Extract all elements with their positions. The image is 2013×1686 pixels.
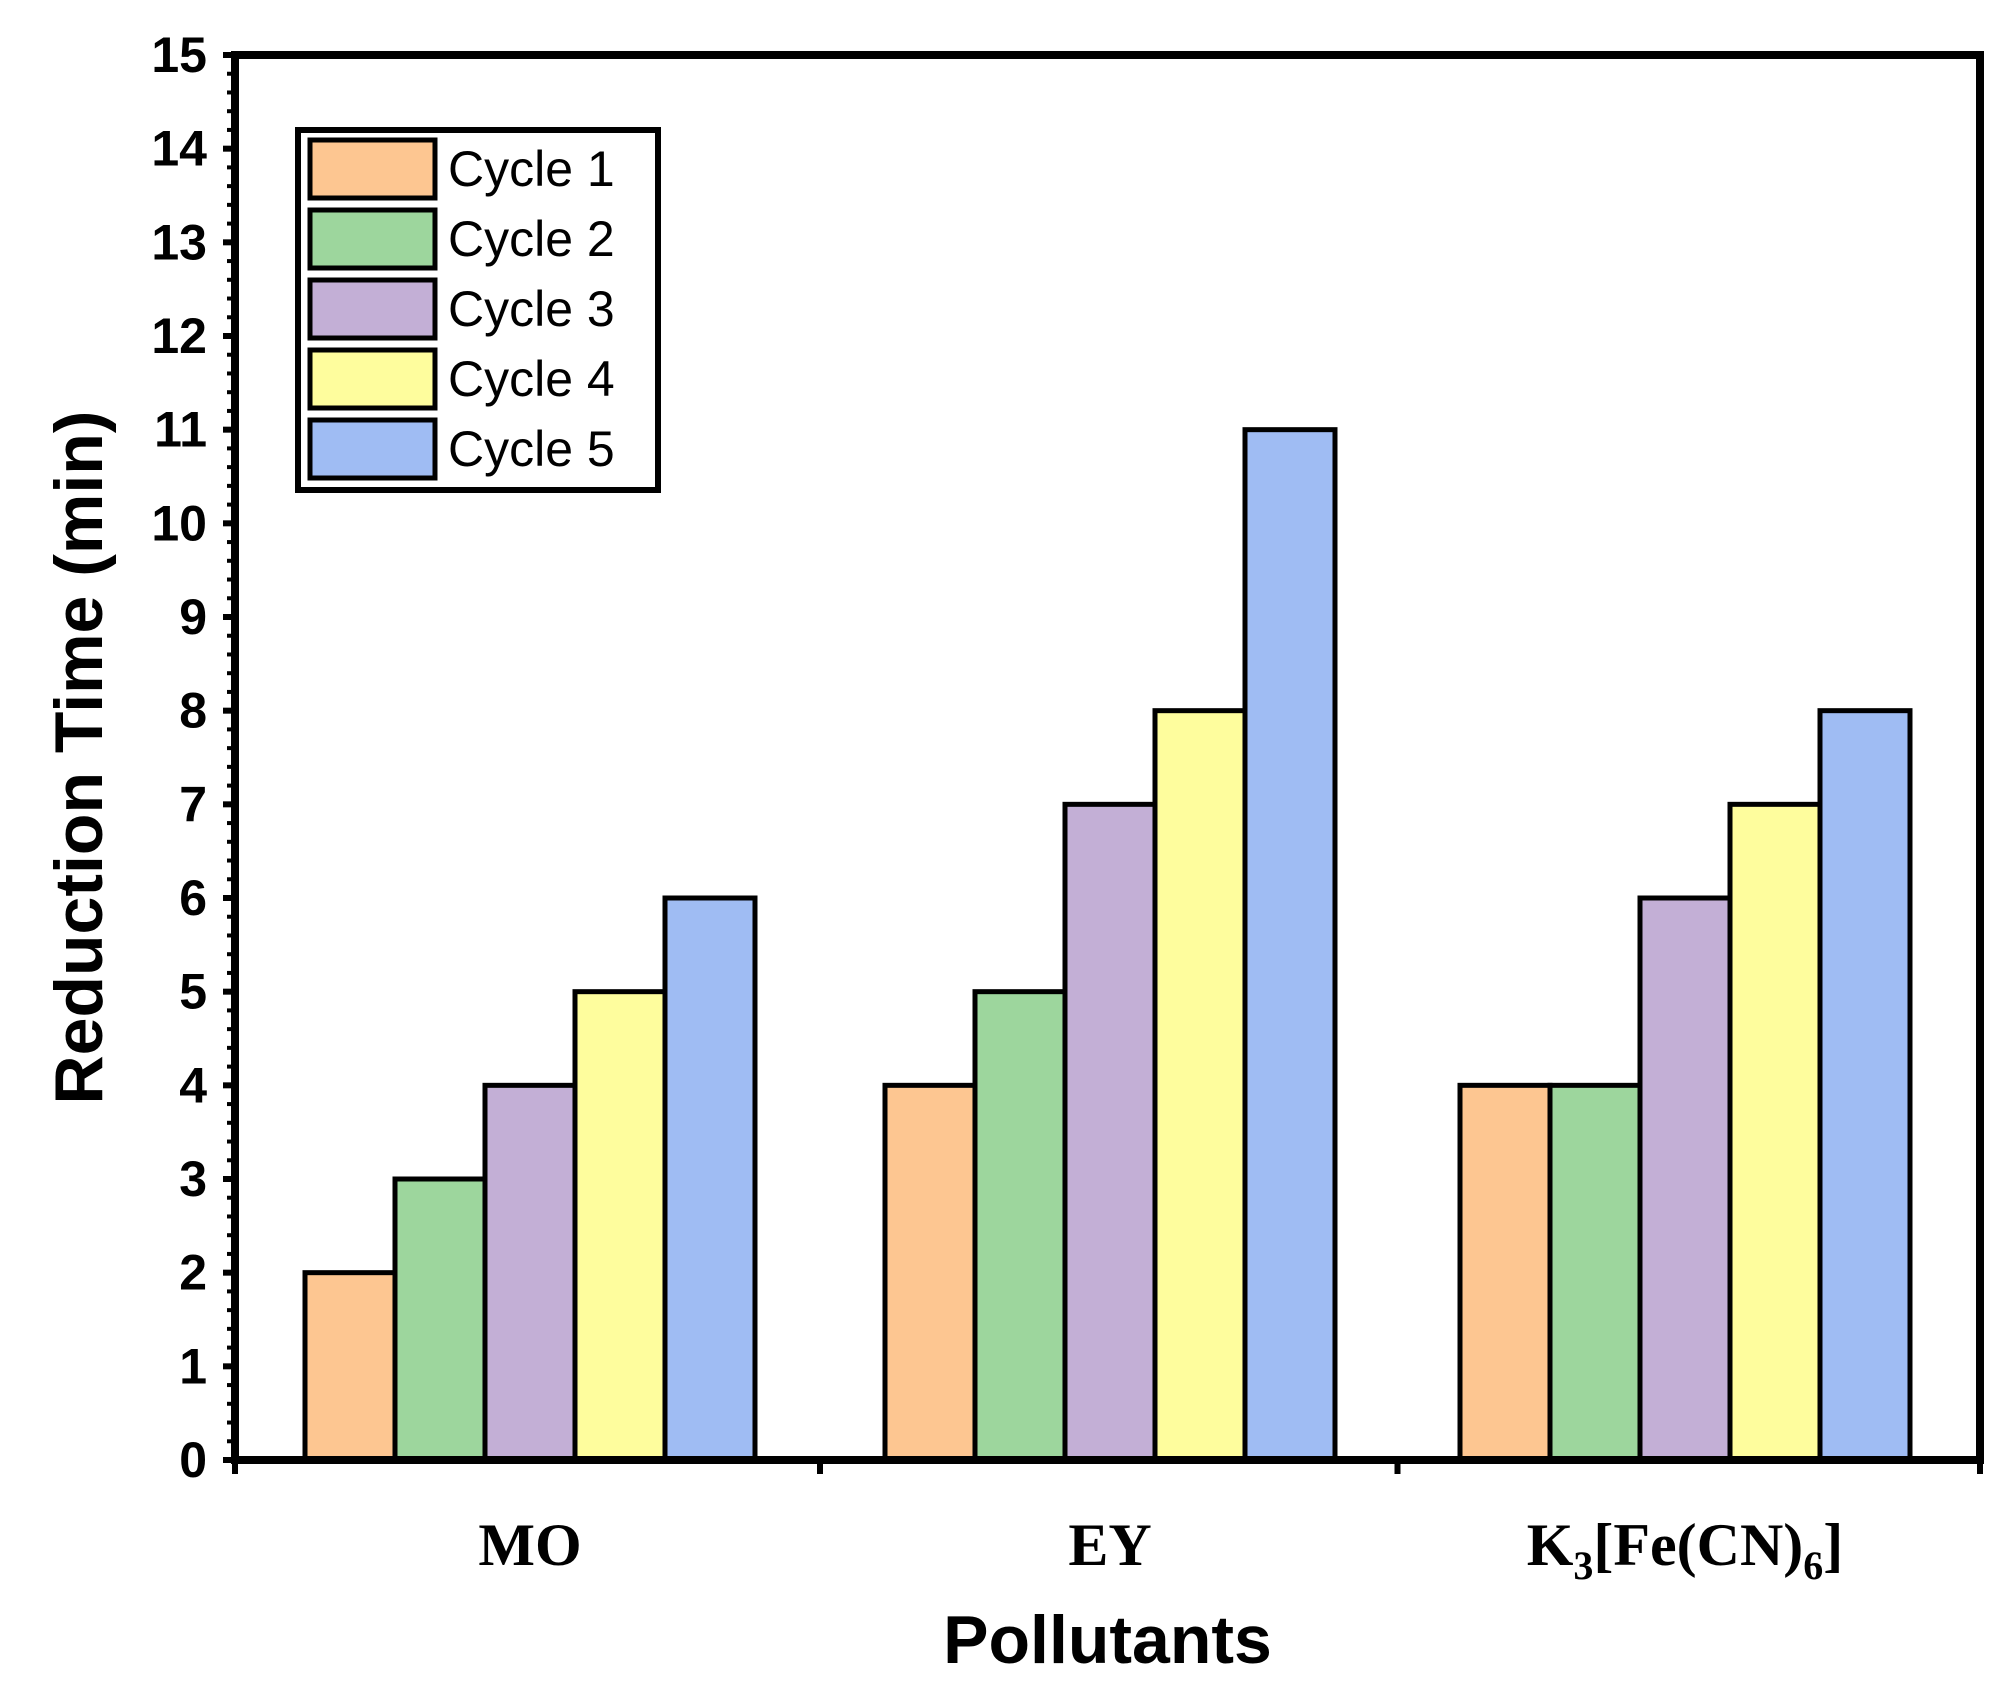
y-tick-label: 1 xyxy=(179,1338,207,1394)
legend-label: Cycle 3 xyxy=(448,281,615,337)
y-tick-label: 12 xyxy=(151,308,207,364)
y-tick-label: 0 xyxy=(179,1432,207,1488)
legend-swatch xyxy=(307,207,438,271)
plot-frame xyxy=(231,51,1984,1464)
category-label: MO xyxy=(478,1512,581,1578)
y-tick-label: 8 xyxy=(179,683,207,739)
bars-layer xyxy=(302,427,1913,1463)
category-label-text: [Fe(CN) xyxy=(1593,1512,1803,1578)
legend: Cycle 1 Cycle 2 Cycle 3 Cycle 4 Cycle 5 xyxy=(295,127,661,493)
bar-cycle-2-0 xyxy=(392,1176,488,1463)
y-tick-label: 6 xyxy=(179,870,207,926)
bar-cycle-1-0 xyxy=(302,1270,398,1463)
y-tick-label: 13 xyxy=(151,214,207,270)
legend-label: Cycle 1 xyxy=(448,141,615,197)
legend-swatch xyxy=(307,137,438,201)
bar-cycle-4-0 xyxy=(572,989,668,1463)
legend-label: Cycle 5 xyxy=(448,421,615,477)
y-tick-label: 3 xyxy=(179,1151,207,1207)
category-label-subscript: 6 xyxy=(1803,1543,1823,1588)
category-label-text: MO xyxy=(478,1512,581,1578)
category-label-text: EY xyxy=(1068,1512,1151,1578)
y-tick-label: 10 xyxy=(151,495,207,551)
bar-cycle-1-1 xyxy=(882,1082,978,1463)
y-tick-label: 5 xyxy=(179,964,207,1020)
bar-cycle-5-2 xyxy=(1817,708,1913,1463)
y-tick-label: 15 xyxy=(151,27,207,83)
y-axis-title: Reduction Time (min) xyxy=(41,411,117,1105)
legend-swatch xyxy=(307,277,438,341)
y-tick-label: 4 xyxy=(179,1057,207,1113)
category-label-text: K xyxy=(1527,1512,1574,1578)
y-tick-label: 14 xyxy=(151,121,207,177)
bar-cycle-4-1 xyxy=(1152,708,1248,1463)
bar-cycle-1-2 xyxy=(1457,1082,1553,1463)
category-label-text: ] xyxy=(1823,1512,1843,1578)
y-tick-label: 2 xyxy=(179,1245,207,1301)
category-label: K3​[Fe(CN)6​] xyxy=(1527,1512,1844,1588)
x-axis-title: Pollutants xyxy=(943,1602,1272,1678)
category-labels: MO EY K3​[Fe(CN)6​] xyxy=(478,1512,1843,1588)
category-label-subscript: 3 xyxy=(1573,1543,1593,1588)
bar-cycle-3-0 xyxy=(482,1082,578,1463)
bar-cycle-4-2 xyxy=(1727,801,1823,1463)
bar-cycle-5-0 xyxy=(662,895,758,1463)
bar-cycle-3-1 xyxy=(1062,801,1158,1463)
y-tick-label: 9 xyxy=(179,589,207,645)
bar-cycle-2-2 xyxy=(1547,1082,1643,1463)
legend-swatch xyxy=(307,417,438,481)
category-label: EY xyxy=(1068,1512,1151,1578)
legend-label: Cycle 4 xyxy=(448,351,615,407)
legend-label: Cycle 2 xyxy=(448,211,615,267)
bar-cycle-5-1 xyxy=(1242,427,1338,1463)
bar-cycle-3-2 xyxy=(1637,895,1733,1463)
legend-swatch xyxy=(307,347,438,411)
y-tick-label: 11 xyxy=(154,402,207,458)
y-tick-label: 7 xyxy=(179,776,207,832)
bar-cycle-2-1 xyxy=(972,989,1068,1463)
